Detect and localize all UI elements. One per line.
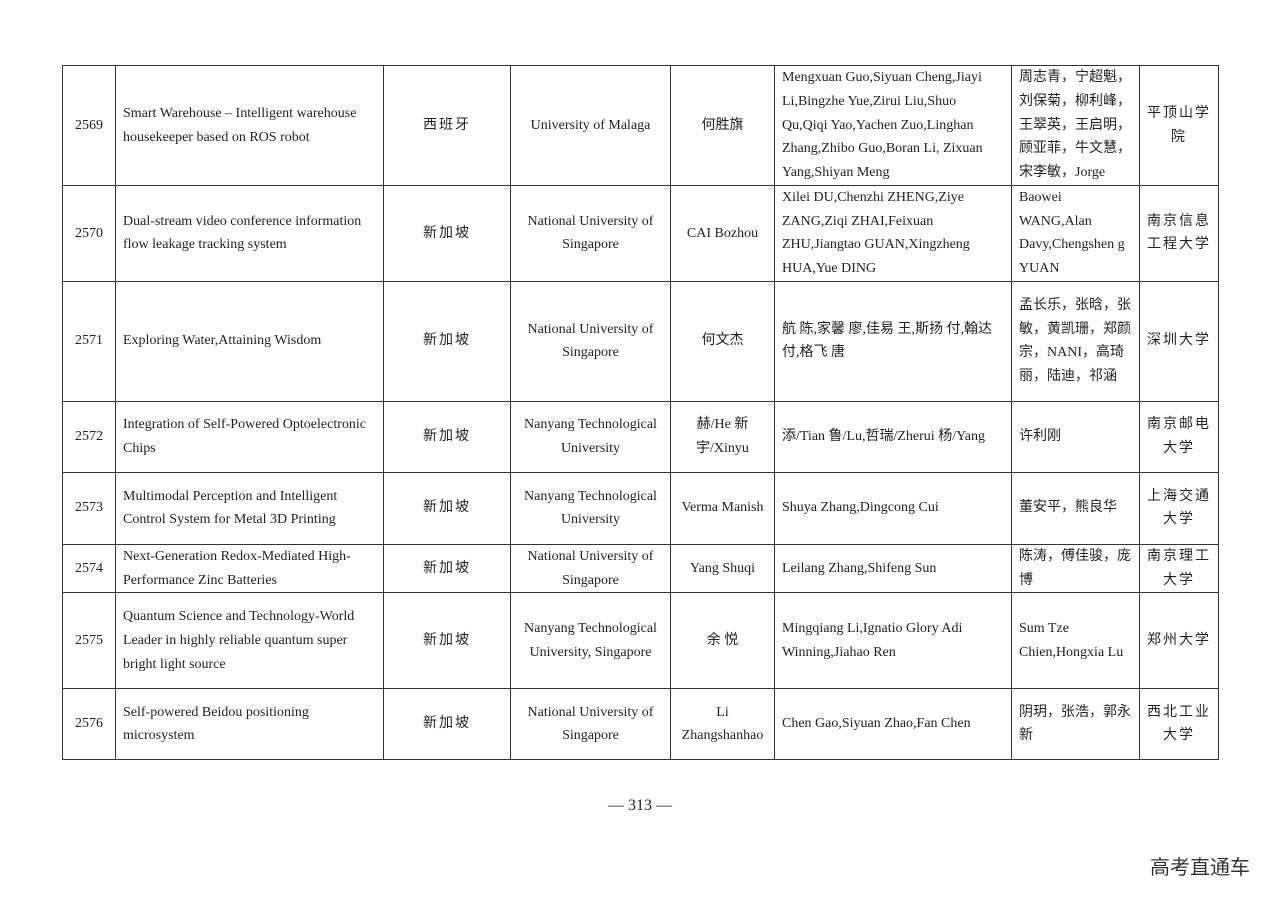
advisors-cell: 陈涛，傅佳骏，庞博: [1011, 543, 1140, 594]
projects-table: 2569 Smart Warehouse – Intelligent wareho…: [62, 65, 1219, 761]
table-row: 2574 Next-Generation Redox-Mediated High-…: [62, 543, 1219, 594]
host-university-cell: 深圳大学: [1139, 280, 1219, 402]
members-cell: Xilei DU,Chenzhi ZHENG,Ziye ZANG,Ziqi ZH…: [774, 185, 1012, 282]
project-title-cell: Dual-stream video conference information…: [115, 185, 384, 282]
table-row: 2576 Self-powered Beidou positioning micr…: [62, 688, 1219, 761]
supervisor-cell: Yang Shuqi: [670, 543, 775, 594]
advisors-cell: Baowei WANG,Alan Davy,Chengshen g YUAN: [1011, 185, 1140, 282]
members-cell: Shuya Zhang,Dingcong Cui: [774, 471, 1012, 545]
supervisor-cell: 余 悦: [670, 592, 775, 690]
university-cell: National University of Singapore: [510, 280, 671, 402]
host-university-cell: 西北工业大学: [1139, 688, 1219, 761]
members-cell: Mengxuan Guo,Siyuan Cheng,Jiayi Li,Bingz…: [774, 65, 1012, 186]
project-title-cell: Next-Generation Redox-Mediated High-Perf…: [115, 543, 384, 594]
host-university-cell: 南京邮电大学: [1139, 400, 1219, 473]
members-cell: 添/Tian 鲁/Lu,哲瑞/Zherui 杨/Yang: [774, 400, 1012, 473]
university-cell: Nanyang Technological University, Singap…: [510, 592, 671, 690]
university-cell: National University of Singapore: [510, 688, 671, 761]
supervisor-cell: CAI Bozhou: [670, 185, 775, 282]
project-title-cell: Quantum Science and Technology-World Lea…: [115, 592, 384, 690]
advisors-cell: 孟长乐，张晗，张敏，黄凯珊，郑颜宗，NANI，高琦丽，陆迪，祁涵: [1011, 280, 1140, 402]
row-number-cell: 2575: [62, 592, 116, 690]
country-cell: 西班牙: [383, 65, 511, 186]
project-title-cell: Self-powered Beidou positioning microsys…: [115, 688, 384, 761]
row-number-cell: 2569: [62, 65, 116, 186]
table-row: 2573 Multimodal Perception and Intelligen…: [62, 471, 1219, 545]
advisors-cell: 周志青，宁超魁，刘保菊，柳利峰，王翠英，王启明，顾亚菲，牛文慧，宋李敏，Jorg…: [1011, 65, 1140, 186]
table-row: 2575 Quantum Science and Technology-World…: [62, 592, 1219, 690]
page-number: — 313 —: [608, 797, 672, 814]
university-cell: National University of Singapore: [510, 543, 671, 594]
project-title-cell: Exploring Water,Attaining Wisdom: [115, 280, 384, 402]
country-cell: 新加坡: [383, 543, 511, 594]
project-title-cell: Smart Warehouse – Intelligent warehouse …: [115, 65, 384, 186]
advisors-cell: 许利刚: [1011, 400, 1140, 473]
host-university-cell: 上海交通大学: [1139, 471, 1219, 545]
members-cell: Mingqiang Li,Ignatio Glory Adi Winning,J…: [774, 592, 1012, 690]
country-cell: 新加坡: [383, 400, 511, 473]
row-number-cell: 2574: [62, 543, 116, 594]
table-row: 2569 Smart Warehouse – Intelligent wareho…: [62, 65, 1219, 186]
project-title-cell: Multimodal Perception and Intelligent Co…: [115, 471, 384, 545]
table-row: 2572 Integration of Self-Powered Optoelec…: [62, 400, 1219, 473]
members-cell: Leilang Zhang,Shifeng Sun: [774, 543, 1012, 594]
row-number-cell: 2570: [62, 185, 116, 282]
table-row: 2571 Exploring Water,Attaining Wisdom 新加坡 N…: [62, 280, 1219, 402]
advisors-cell: 董安平，熊良华: [1011, 471, 1140, 545]
row-number-cell: 2573: [62, 471, 116, 545]
advisors-cell: 阴玥，张浩，郭永新: [1011, 688, 1140, 761]
university-cell: National University of Singapore: [510, 185, 671, 282]
host-university-cell: 南京理工大学: [1139, 543, 1219, 594]
table-row: 2570 Dual-stream video conference informa…: [62, 185, 1219, 282]
host-university-cell: 南京信息工程大学: [1139, 185, 1219, 282]
host-university-cell: 平顶山学院: [1139, 65, 1219, 186]
members-cell: Chen Gao,Siyuan Zhao,Fan Chen: [774, 688, 1012, 761]
advisors-cell: Sum Tze Chien,Hongxia Lu: [1011, 592, 1140, 690]
country-cell: 新加坡: [383, 280, 511, 402]
country-cell: 新加坡: [383, 471, 511, 545]
university-cell: University of Malaga: [510, 65, 671, 186]
country-cell: 新加坡: [383, 185, 511, 282]
row-number-cell: 2571: [62, 280, 116, 402]
row-number-cell: 2576: [62, 688, 116, 761]
supervisor-cell: 何文杰: [670, 280, 775, 402]
country-cell: 新加坡: [383, 688, 511, 761]
supervisor-cell: 赫/He 新宇/Xinyu: [670, 400, 775, 473]
supervisor-cell: Li Zhangshanhao: [670, 688, 775, 761]
country-cell: 新加坡: [383, 592, 511, 690]
host-university-cell: 郑州大学: [1139, 592, 1219, 690]
university-cell: Nanyang Technological University: [510, 471, 671, 545]
supervisor-cell: Verma Manish: [670, 471, 775, 545]
university-cell: Nanyang Technological University: [510, 400, 671, 473]
members-cell: 航 陈,家馨 廖,佳易 王,斯扬 付,翰达 付,格飞 唐: [774, 280, 1012, 402]
project-title-cell: Integration of Self-Powered Optoelectron…: [115, 400, 384, 473]
supervisor-cell: 何胜旗: [670, 65, 775, 186]
watermark: 高考直通车: [1150, 855, 1250, 879]
row-number-cell: 2572: [62, 400, 116, 473]
